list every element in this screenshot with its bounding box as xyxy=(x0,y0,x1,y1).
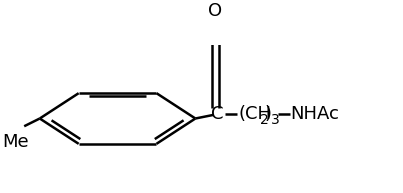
Text: Me: Me xyxy=(2,133,29,151)
Text: C: C xyxy=(210,105,223,123)
Text: 3: 3 xyxy=(271,113,280,127)
Text: ): ) xyxy=(265,105,272,123)
Text: NHAc: NHAc xyxy=(291,105,340,123)
Text: O: O xyxy=(208,2,222,20)
Text: 2: 2 xyxy=(260,113,268,127)
Text: (CH: (CH xyxy=(238,105,271,123)
